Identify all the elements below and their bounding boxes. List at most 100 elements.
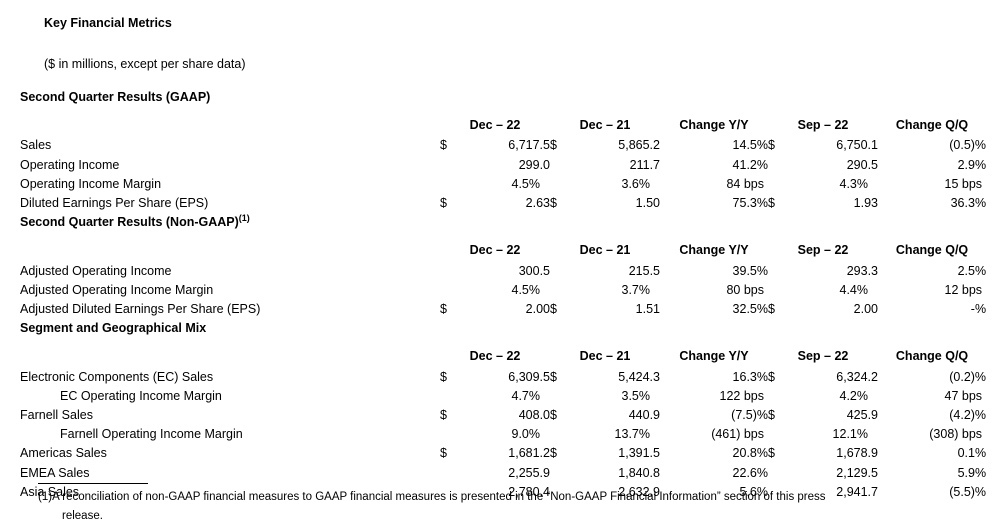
value-dec-21: 3.5% <box>621 388 651 403</box>
value-sep-22: 290.5 <box>846 157 878 172</box>
value-sep-22: 12.1% <box>832 427 868 442</box>
section-heading-row: Segment and Geographical Mix <box>20 319 986 338</box>
value-sep-22: 4.3% <box>839 176 869 191</box>
footnote-number: (1) <box>38 491 53 503</box>
value-dec-21: 1,391.5 <box>618 446 660 461</box>
currency-symbol-dec-22 <box>440 156 458 175</box>
currency-symbol-dec-22: $ <box>440 408 447 423</box>
header-spacer <box>20 347 440 367</box>
section-heading: Second Quarter Results (Non-GAAP)(1) <box>20 213 986 232</box>
currency-symbol-dec-21 <box>550 156 568 175</box>
currency-symbol-dec-21: $ <box>550 446 557 461</box>
currency-symbol-sep-22: $ <box>768 302 775 317</box>
value-change-yoy: 84 bps <box>726 176 764 191</box>
value-change-qoq: (4.2)% <box>949 408 987 423</box>
section-heading-row: Second Quarter Results (Non-GAAP)(1) <box>20 213 986 232</box>
row-label: EC Operating Income Margin <box>60 388 222 403</box>
financial-metrics-table: Second Quarter Results (GAAP) Dec – 22 Dec… <box>20 88 986 502</box>
currency-symbol-dec-22 <box>440 464 458 483</box>
currency-symbol-dec-21 <box>550 281 568 300</box>
row-label: Sales <box>20 138 52 153</box>
column-header-dec-22: Dec – 22 <box>469 243 521 258</box>
currency-symbol-sep-22 <box>768 262 786 281</box>
row-label: EMEA Sales <box>20 465 90 480</box>
value-dec-21: 2,632.9 <box>618 484 660 499</box>
currency-symbol-dec-21: $ <box>550 302 557 317</box>
currency-symbol-dec-21 <box>550 425 568 444</box>
currency-symbol-dec-21: $ <box>550 369 557 384</box>
row-label: Adjusted Diluted Earnings Per Share (EPS… <box>20 302 261 317</box>
row-label: Americas Sales <box>20 446 107 461</box>
column-header-dec-22: Dec – 22 <box>469 349 521 364</box>
table-row: Electronic Components (EC) Sales $6,309.5… <box>20 368 986 387</box>
table-row: Operating Income Margin 4.5% 3.6% 84 bps 4.3… <box>20 175 986 194</box>
value-dec-21: 1.51 <box>635 302 660 317</box>
value-change-qoq: 47 bps <box>944 388 983 403</box>
table-row: Americas Sales $1,681.2 $1,391.5 20.8% $1,67… <box>20 444 986 463</box>
value-sep-22: 4.2% <box>839 388 869 403</box>
value-dec-22: 6,717.5 <box>508 138 550 153</box>
value-sep-22: 6,324.2 <box>836 369 878 384</box>
currency-symbol-dec-22: $ <box>440 196 447 211</box>
header-spacer <box>20 241 440 261</box>
currency-symbol-dec-22: $ <box>440 302 447 317</box>
row-spacer <box>20 107 986 116</box>
currency-symbol-sep-22 <box>768 175 786 194</box>
value-dec-21: 3.6% <box>621 176 651 191</box>
currency-symbol-sep-22: $ <box>768 446 775 461</box>
currency-symbol-sep-22 <box>768 281 786 300</box>
value-change-qoq: 2.9% <box>957 157 987 172</box>
table-row: Farnell Operating Income Margin 9.0% 13.7%… <box>20 425 986 444</box>
table-row: Farnell Sales $408.0 $440.9 (7.5)% $425.9 (4.… <box>20 406 986 425</box>
value-dec-22: 300.5 <box>518 263 550 278</box>
currency-symbol-dec-21 <box>550 262 568 281</box>
currency-symbol-dec-21 <box>550 464 568 483</box>
value-change-yoy: 75.3% <box>732 196 768 211</box>
table-row: Operating Income 299.0 211.7 41.2% 290.5 2.9% <box>20 156 986 175</box>
value-dec-21: 13.7% <box>614 427 650 442</box>
value-dec-21: 3.7% <box>621 282 651 297</box>
value-change-yoy: 80 bps <box>726 282 764 297</box>
value-dec-21: 5,865.2 <box>618 138 660 153</box>
currency-symbol-dec-21: $ <box>550 408 557 423</box>
column-header-dec-22: Dec – 22 <box>469 118 521 133</box>
value-change-yoy: 16.3% <box>732 369 768 384</box>
row-spacer <box>20 232 986 241</box>
value-dec-21: 215.5 <box>628 263 660 278</box>
currency-symbol-sep-22: $ <box>768 196 775 211</box>
currency-symbol-sep-22 <box>768 464 786 483</box>
column-header-change-yoy: Change Y/Y <box>679 118 749 133</box>
value-sep-22: 425.9 <box>846 408 878 423</box>
currency-symbol-dec-21: $ <box>550 196 557 211</box>
currency-symbol-sep-22 <box>768 387 786 406</box>
value-sep-22: 2,941.7 <box>836 484 878 499</box>
column-header-dec-21: Dec – 21 <box>579 243 631 258</box>
units-note: ($ in millions, except per share data) <box>44 57 246 71</box>
column-header-row: Dec – 22 Dec – 21 Change Y/Y Sep – 22 Change… <box>20 347 986 367</box>
column-header-sep-22: Sep – 22 <box>797 349 849 364</box>
value-change-qoq: (0.5)% <box>949 138 987 153</box>
value-change-yoy: (461) bps <box>711 427 764 442</box>
value-dec-22: 2.00 <box>525 302 550 317</box>
value-change-qoq: (308) bps <box>929 427 983 442</box>
currency-symbol-sep-22: $ <box>768 138 775 153</box>
currency-symbol-dec-22: $ <box>440 446 447 461</box>
currency-symbol-dec-21: $ <box>550 138 557 153</box>
column-header-dec-21: Dec – 21 <box>579 349 631 364</box>
column-header-dec-21: Dec – 21 <box>579 118 631 133</box>
value-sep-22: 1.93 <box>853 196 878 211</box>
section-heading-label: Second Quarter Results (Non-GAAP) <box>20 215 239 230</box>
row-label: Asia Sales <box>20 484 80 499</box>
footnote-line-2: release. <box>62 510 103 522</box>
row-label: Adjusted Operating Income <box>20 263 172 278</box>
currency-symbol-dec-22 <box>440 281 458 300</box>
footnote-rule <box>38 483 148 484</box>
column-header-change-qoq: Change Q/Q <box>895 243 969 258</box>
column-header-row: Dec – 22 Dec – 21 Change Y/Y Sep – 22 Change… <box>20 116 986 136</box>
currency-symbol-dec-21 <box>550 387 568 406</box>
value-dec-22: 4.7% <box>511 388 541 403</box>
value-change-yoy: 14.5% <box>732 138 768 153</box>
value-sep-22: 1,678.9 <box>836 446 878 461</box>
row-label: Diluted Earnings Per Share (EPS) <box>20 196 209 211</box>
